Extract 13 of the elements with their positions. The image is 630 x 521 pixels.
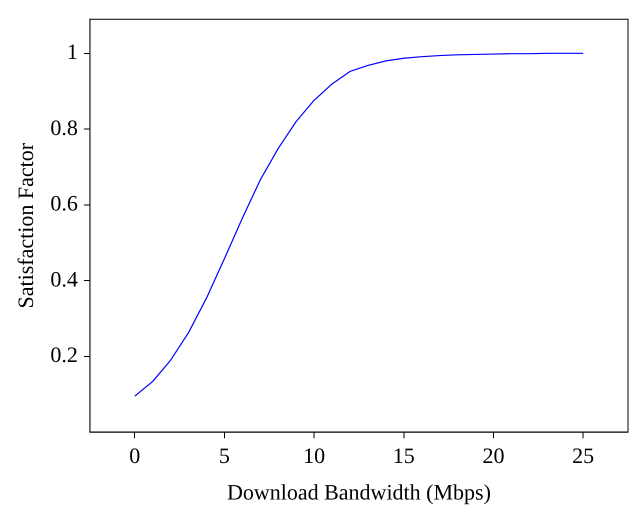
x-tick-label: 25 <box>572 443 594 468</box>
x-tick-label: 5 <box>218 443 230 468</box>
x-axis-title: Download Bandwidth (Mbps) <box>226 480 491 505</box>
x-tick-label: 10 <box>303 443 326 468</box>
x-tick-label: 20 <box>482 443 504 468</box>
y-tick-label: 0.8 <box>50 114 78 140</box>
y-tick-label: 0.4 <box>50 266 78 292</box>
y-axis-title: Satisfaction Factor <box>12 142 38 308</box>
y-tick-label: 0.6 <box>50 190 78 216</box>
y-tick-label: 0.2 <box>50 342 78 368</box>
x-tick-label: 0 <box>129 443 140 468</box>
x-tick-label: 15 <box>392 443 415 468</box>
y-tick-label: 1 <box>66 39 78 64</box>
